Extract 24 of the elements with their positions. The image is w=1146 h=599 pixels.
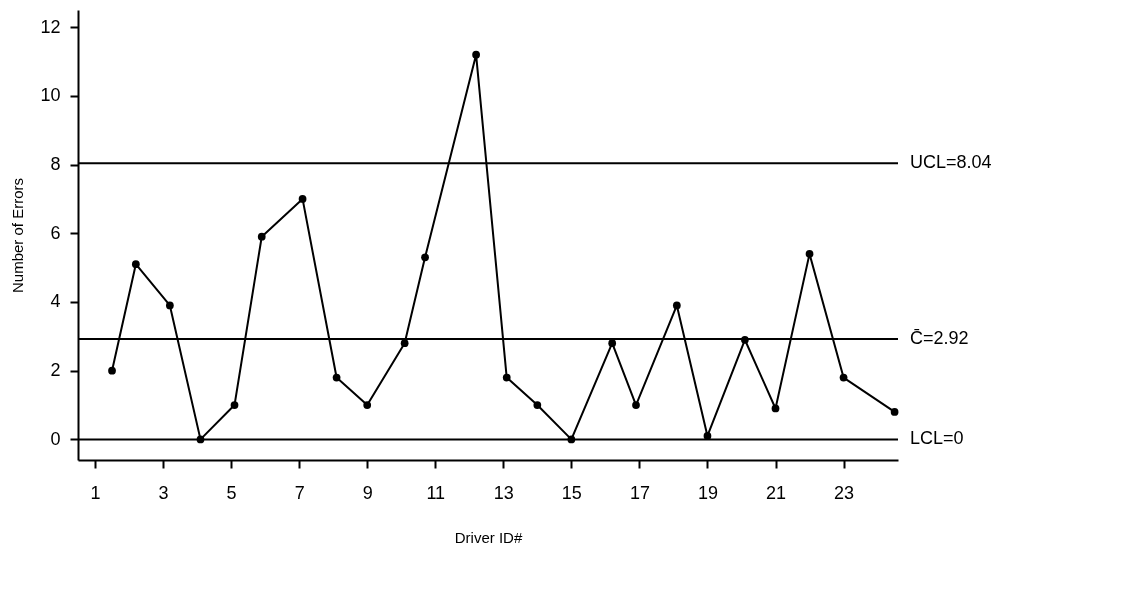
x-tick-label: 23: [834, 482, 855, 503]
y-tick-label: 2: [50, 360, 61, 381]
x-tick-label: 1: [90, 482, 101, 503]
x-tick-label: 9: [362, 482, 373, 503]
x-tick-label: 13: [493, 482, 514, 503]
x-tick-label: 7: [294, 482, 305, 503]
y-tick-label: 4: [50, 291, 61, 312]
x-tick-label: 21: [765, 482, 787, 503]
x-tick-label: 5: [226, 482, 237, 503]
y-tick-label: 0: [50, 428, 61, 449]
ref-line-label: LCL=0: [910, 428, 964, 449]
x-tick-label: 15: [561, 482, 582, 503]
x-tick-label: 11: [426, 482, 446, 503]
x-tick-label: 3: [158, 482, 169, 503]
x-axis-title: Driver ID#: [454, 528, 523, 546]
x-tick-label: 17: [629, 482, 650, 503]
x-tick-label: 19: [697, 482, 718, 503]
y-tick-label: 10: [40, 85, 61, 106]
ref-line-label: C̄=2.92: [910, 328, 969, 349]
y-tick-label: 6: [50, 222, 61, 243]
ref-line-label: UCL=8.04: [910, 152, 992, 173]
y-tick-label: 12: [40, 16, 61, 37]
y-tick-label: 8: [50, 154, 61, 175]
y-axis-title: Number of Errors: [9, 177, 27, 294]
